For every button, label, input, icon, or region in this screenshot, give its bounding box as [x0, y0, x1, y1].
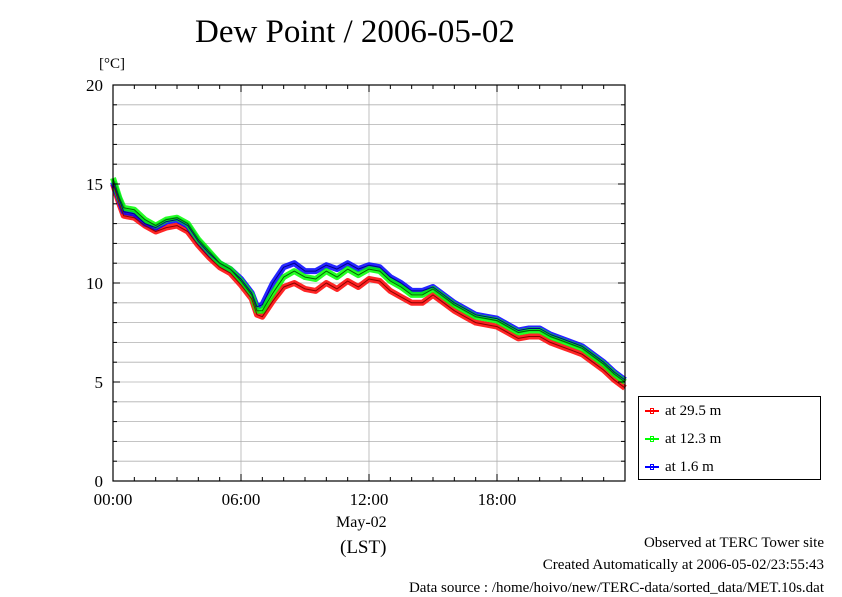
legend-item-29-5m: at 29.5 m [645, 401, 721, 421]
legend-swatch-green [645, 436, 659, 442]
legend-item-1-6m: at 1.6 m [645, 457, 714, 477]
grid-lines [113, 85, 625, 481]
x-axis-date-label: May-02 [336, 514, 387, 531]
series-center-line [112, 181, 626, 381]
legend: at 29.5 m at 12.3 m at 1.6 m [638, 396, 821, 480]
series-center-line [112, 183, 626, 389]
legend-swatch-red [645, 408, 659, 414]
footer-created: Created Automatically at 2006-05-02/23:5… [542, 557, 824, 573]
x-tick-label: 00:00 [94, 490, 133, 509]
x-axis-timezone-label: (LST) [340, 537, 387, 558]
series-lines [110, 177, 627, 391]
legend-swatch-blue [645, 464, 659, 470]
y-axis-unit-label: [°C] [99, 56, 125, 72]
chart-title: Dew Point / 2006-05-02 [195, 14, 515, 50]
y-tick-label: 20 [86, 76, 103, 95]
y-tick-label: 0 [95, 472, 104, 491]
y-tick-label: 10 [86, 274, 103, 293]
tick-labels: 0 5 10 15 20 00:00 06:00 12:00 18:00 [86, 76, 516, 509]
series-center-line [112, 177, 626, 383]
legend-item-12-3m: at 12.3 m [645, 429, 721, 449]
legend-label: at 1.6 m [665, 458, 714, 475]
x-tick-label: 06:00 [222, 490, 261, 509]
y-tick-label: 5 [95, 373, 104, 392]
y-tick-label: 15 [86, 175, 103, 194]
footer-site: Observed at TERC Tower site [643, 535, 824, 551]
legend-label: at 29.5 m [665, 402, 722, 419]
x-tick-label: 18:00 [478, 490, 517, 509]
axis-ticks [112, 84, 626, 482]
legend-label: at 12.3 m [665, 430, 722, 447]
footer-source: Data source : /home/hoivo/new/TERC-data/… [408, 580, 824, 596]
x-tick-label: 12:00 [350, 490, 389, 509]
